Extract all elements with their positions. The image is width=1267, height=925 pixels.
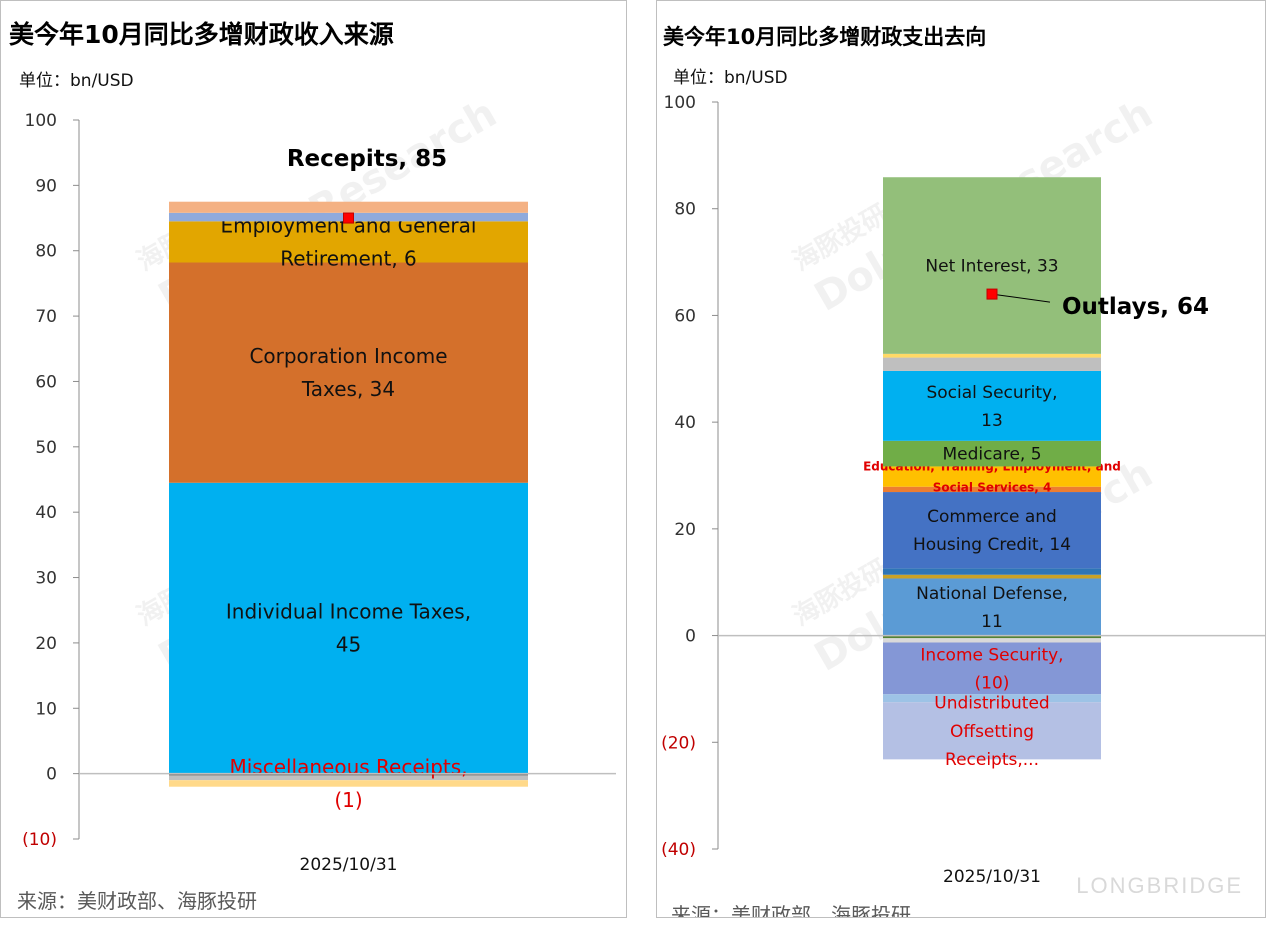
total-data-label: Recepits, 85 bbox=[287, 146, 447, 172]
bar-segment bbox=[169, 221, 528, 263]
bar-segment bbox=[169, 262, 528, 483]
outlays-stacked-bar-chart: (40) (20) 0 20 40 60 80 100 National Defense, 11 C… bbox=[661, 93, 1265, 887]
bar-segment bbox=[883, 694, 1101, 703]
bar-segment bbox=[883, 466, 1101, 487]
chart-title: 美今年10月同比多增财政支出去向 bbox=[663, 25, 987, 49]
bar-segment bbox=[883, 353, 1101, 358]
bar-segment bbox=[883, 486, 1101, 493]
bar-segment bbox=[883, 357, 1101, 371]
total-marker bbox=[986, 288, 998, 300]
bar-segment bbox=[883, 492, 1101, 569]
total-data-label: Outlays, 64 bbox=[1062, 294, 1209, 320]
bar-segment bbox=[883, 702, 1101, 760]
bar-segment bbox=[169, 773, 528, 776]
y-tick-label: 0 bbox=[46, 765, 57, 785]
x-category-label: 2025/10/31 bbox=[943, 867, 1041, 887]
outlays-chart-panel: 海豚投研 DolphinResearch 海豚投研 DolphinResearc… bbox=[656, 0, 1266, 918]
total-leader-line bbox=[991, 293, 1051, 303]
y-tick-label: (40) bbox=[661, 840, 696, 860]
unit-label: 单位：bn/USD bbox=[19, 71, 134, 91]
y-tick-label: 0 bbox=[685, 627, 696, 647]
receipts-chart-panel: 海豚投研 DolphinResearch 海豚投研 DolphinResearc… bbox=[0, 0, 627, 918]
chart-title: 美今年10月同比多增财政收入来源 bbox=[9, 20, 394, 49]
total-marker bbox=[343, 212, 354, 224]
segment-data-label: Social Security, 13 bbox=[926, 383, 1057, 431]
y-tick-label: 20 bbox=[674, 520, 696, 540]
brand-logo: LONGBRIDGE bbox=[1076, 873, 1243, 898]
bar-segment bbox=[883, 638, 1101, 643]
receipts-stacked-bar-chart: (10) 0 10 20 30 40 50 60 70 80 90 100 Individual Inc… bbox=[22, 111, 616, 875]
bar-segment bbox=[883, 642, 1101, 695]
y-tick-label: 30 bbox=[35, 569, 57, 589]
y-tick-label: 20 bbox=[35, 634, 57, 654]
bar-segment bbox=[883, 440, 1101, 467]
y-tick-label: (20) bbox=[661, 733, 696, 753]
unit-label: 单位：bn/USD bbox=[673, 68, 788, 88]
segment-data-label: National Defense, 11 bbox=[916, 584, 1068, 632]
segment-data-label: Commerce and Housing Credit, 14 bbox=[913, 507, 1071, 555]
x-category-label: 2025/10/31 bbox=[300, 855, 398, 875]
bar-segment bbox=[883, 370, 1101, 441]
y-tick-label: 60 bbox=[674, 306, 696, 326]
y-tick-label: 70 bbox=[35, 307, 57, 327]
y-tick-label: 100 bbox=[25, 111, 57, 131]
y-tick-label: 10 bbox=[35, 699, 57, 719]
y-tick-label: 80 bbox=[674, 200, 696, 220]
segment-data-label: Corporation Income Taxes, 34 bbox=[249, 344, 447, 401]
y-tick-label: 80 bbox=[35, 242, 57, 262]
source-note: 来源：美财政部、海豚投研 bbox=[17, 889, 257, 913]
bar-segment bbox=[169, 780, 528, 787]
bar-segment bbox=[883, 568, 1101, 575]
y-tick-label: 100 bbox=[664, 93, 696, 113]
bar-segment bbox=[883, 574, 1101, 579]
segment-data-label: Individual Income Taxes, 45 bbox=[226, 600, 471, 657]
y-tick-label: 90 bbox=[35, 176, 57, 196]
bar-segment bbox=[169, 201, 528, 213]
segment-data-label: Net Interest, 33 bbox=[925, 256, 1058, 276]
y-tick-label: 40 bbox=[35, 503, 57, 523]
bar-segment bbox=[883, 635, 1101, 639]
segment-data-label: Miscellaneous Receipts, (1) bbox=[229, 755, 467, 812]
y-tick-label: 60 bbox=[35, 372, 57, 392]
source-note: 来源：美财政部、海豚投研 bbox=[671, 903, 911, 918]
y-tick-label: (10) bbox=[22, 830, 57, 850]
bar-segment bbox=[169, 482, 528, 774]
bar-segment bbox=[883, 177, 1101, 354]
y-tick-label: 40 bbox=[674, 413, 696, 433]
bar-segment bbox=[883, 578, 1101, 636]
segment-data-label: Undistributed Offsetting Receipts,... bbox=[934, 694, 1049, 770]
segment-data-label: Medicare, 5 bbox=[942, 445, 1041, 465]
bar-segment bbox=[169, 775, 528, 781]
segment-data-label: Income Security, (10) bbox=[920, 645, 1063, 693]
y-tick-label: 50 bbox=[35, 438, 57, 458]
